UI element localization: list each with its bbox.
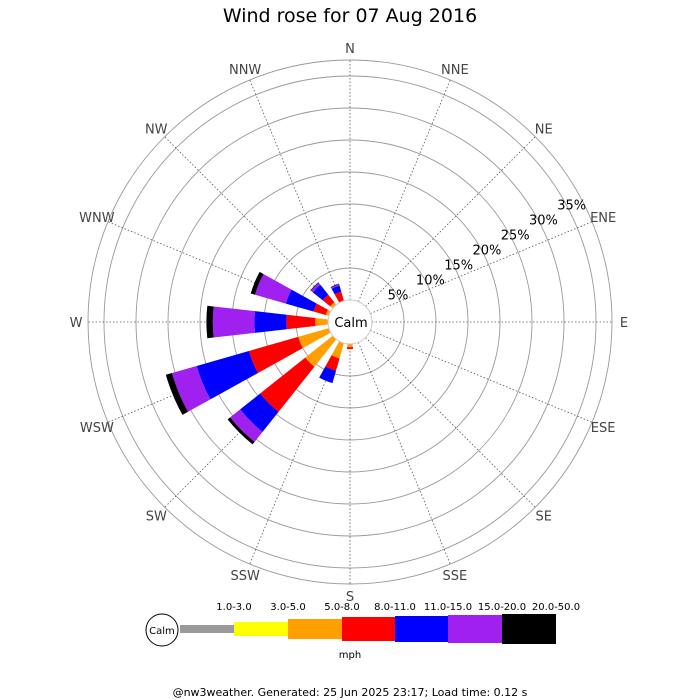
bar-wnw-bin-7 <box>250 271 264 295</box>
bar-ssw-bin-3 <box>331 341 344 359</box>
bar-w-bin-7 <box>206 305 214 339</box>
direction-label-sse: SSE <box>442 569 467 584</box>
bar-nnw-bin-7 <box>330 283 340 288</box>
spoke-sse <box>358 342 451 565</box>
direction-label-n: N <box>345 42 355 57</box>
bar-w-bin-5 <box>254 311 287 333</box>
outer-ring <box>87 59 613 585</box>
calm-circle: Calm <box>327 299 373 345</box>
bar-ssw-bin-4 <box>325 355 340 371</box>
direction-label-ese: ESE <box>591 421 616 436</box>
bar-nw-bin-3 <box>330 302 337 309</box>
ring-label-7: 35% <box>557 199 586 214</box>
spoke-nw <box>164 136 335 307</box>
ring-4 <box>199 171 501 473</box>
legend-swatch-4 <box>342 617 395 641</box>
bar-s-bin-3 <box>347 343 353 348</box>
direction-label-ene: ENE <box>590 211 616 226</box>
ring-6 <box>135 107 565 537</box>
ring-label-1: 5% <box>388 289 409 304</box>
direction-label-ssw: SSW <box>230 569 260 584</box>
bar-wsw-bin-5 <box>196 350 258 400</box>
legend-bin-label-1: 1.0-3.0 <box>216 602 251 613</box>
legend-bin-label-4: 8.0-11.0 <box>374 602 416 613</box>
direction-label-nne: NNE <box>441 63 469 78</box>
speed-legend: Calm 1.0-3.0 3.0-5.0 5.0-8.0 8.0-11.0 11.0-15… <box>145 602 580 661</box>
bar-w-bin-4 <box>286 314 316 330</box>
bar-sw-bin-4 <box>260 357 315 412</box>
bar-wnw-bin-3 <box>325 309 331 316</box>
chart-title: Wind rose for 07 Aug 2016 <box>222 5 478 27</box>
ring-5 <box>167 139 533 505</box>
calm-circle-shape <box>327 299 373 345</box>
direction-label-s: S <box>346 590 354 605</box>
legend-bin-label-6: 15.0-20.0 <box>478 602 526 613</box>
bar-ssw-bin-5 <box>319 366 336 384</box>
bar-sw-bin-6 <box>230 409 263 442</box>
bar-wnw-bin-6 <box>255 274 292 304</box>
direction-label-wsw: WSW <box>80 421 114 436</box>
legend-bin-label-3: 5.0-8.0 <box>324 602 359 613</box>
ring-label-2: 10% <box>416 274 445 289</box>
legend-swatch-2 <box>234 622 288 636</box>
bar-wsw-bin-3 <box>298 328 331 349</box>
bar-sw-bin-3 <box>305 335 337 367</box>
bar-wnw-bin-5 <box>285 289 317 312</box>
ring-label-6: 30% <box>529 214 558 229</box>
spoke-nne <box>358 79 451 302</box>
spoke-se <box>365 337 536 508</box>
bar-sw-bin-7 <box>227 417 255 445</box>
direction-label-se: SE <box>536 510 552 525</box>
spoke-nnw <box>249 79 342 302</box>
bar-nw-bin-7 <box>310 282 319 291</box>
bar-nw-bin-6 <box>310 282 321 293</box>
bar-wsw-bin-6 <box>171 365 211 412</box>
bar-wsw-bin-7 <box>165 373 189 415</box>
spoke-ese <box>370 330 593 423</box>
footer-text: @nw3weather. Generated: 25 Jun 2025 23:1… <box>172 686 528 699</box>
bar-nw-bin-4 <box>322 294 335 307</box>
direction-label-ne: NE <box>535 122 553 137</box>
rose-bars <box>165 271 354 445</box>
direction-labels: N NNE NE ENE E ESE SE SSE S SSW SW WSW W WNW NW NNW <box>70 42 629 605</box>
legend-swatch-5 <box>395 616 448 642</box>
ring-label-3: 15% <box>444 259 473 274</box>
ring-label-4: 20% <box>472 244 501 259</box>
direction-label-wnw: WNW <box>79 211 115 226</box>
direction-label-nw: NW <box>145 122 168 137</box>
direction-label-w: W <box>70 316 83 331</box>
bar-nnw-bin-4 <box>334 291 344 303</box>
direction-label-e: E <box>620 316 628 331</box>
legend-bin-label-2: 3.0-5.0 <box>270 602 305 613</box>
bar-s-bin-4 <box>346 347 354 350</box>
calm-label: Calm <box>334 316 367 331</box>
bar-w-bin-3 <box>315 318 329 326</box>
bar-sw-bin-5 <box>240 393 279 432</box>
bar-nw-bin-5 <box>312 284 329 301</box>
direction-label-nnw: NNW <box>229 63 261 78</box>
legend-swatch-3 <box>288 619 342 639</box>
bar-nnw-bin-6 <box>330 284 340 289</box>
legend-calm-label: Calm <box>149 626 175 637</box>
legend-bin-label-5: 11.0-15.0 <box>424 602 472 613</box>
spoke-ne <box>365 136 536 307</box>
ring-label-5: 25% <box>501 229 530 244</box>
direction-label-sw: SW <box>146 510 167 525</box>
bar-wnw-bin-4 <box>313 303 328 316</box>
legend-bin-label-7: 20.0-50.0 <box>532 602 580 613</box>
legend-calm-circle <box>145 613 179 647</box>
legend-swatch-1 <box>180 625 234 633</box>
ring-labels: 5% 10%15%20%25%30%35% <box>388 199 586 304</box>
bar-w-bin-6 <box>212 306 256 338</box>
legend-swatch-7 <box>502 614 556 644</box>
spoke-ene <box>370 221 593 314</box>
bar-wsw-bin-4 <box>248 336 303 374</box>
bar-nnw-bin-5 <box>331 285 342 295</box>
legend-unit-label: mph <box>339 650 361 661</box>
legend-swatch-6 <box>448 615 502 643</box>
